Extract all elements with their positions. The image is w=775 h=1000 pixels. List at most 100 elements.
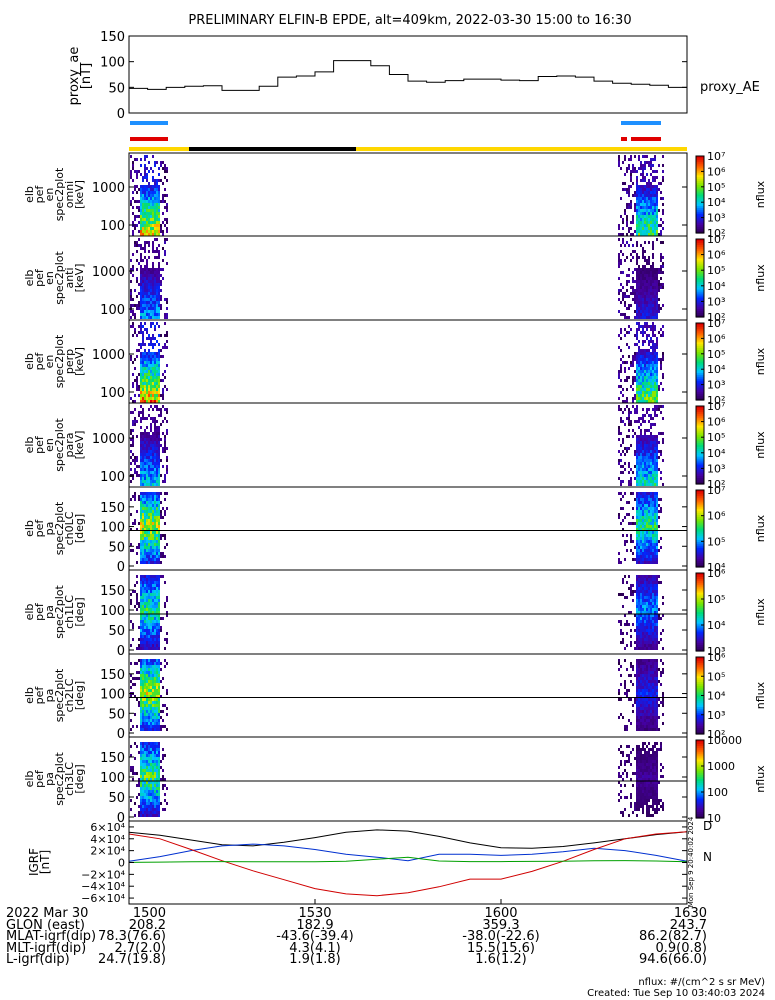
spectrogram-cell: [644, 474, 646, 477]
spectrogram-cell: [138, 411, 140, 414]
colorbar-cell: [696, 602, 704, 605]
spectrogram-cell: [130, 644, 132, 647]
colorbar-cell: [696, 559, 704, 562]
spectrogram-cell: [144, 373, 146, 376]
spectrogram-cell: [136, 593, 138, 596]
spectrogram-cell: [142, 802, 144, 805]
spectrogram-cell: [650, 400, 652, 403]
spectrogram-cell: [648, 203, 650, 206]
spectrogram-cell: [640, 438, 642, 441]
spectrogram-cell: [622, 420, 624, 423]
spectrogram-cell: [144, 453, 146, 456]
spectrogram-cell: [142, 209, 144, 212]
spectrogram-cell: [156, 552, 158, 555]
colorbar-cell: [696, 637, 704, 640]
spectrogram-cell: [164, 581, 166, 584]
spectrogram-cell: [158, 763, 160, 766]
spectrogram-cell: [144, 361, 146, 364]
spectrogram-cell: [626, 450, 628, 453]
spectrogram-cell: [140, 620, 142, 623]
spectrogram-cell: [662, 179, 664, 182]
spectrogram-cell: [142, 769, 144, 772]
spectrogram-cell: [618, 227, 620, 230]
spectrogram-cell: [624, 408, 626, 411]
spectrogram-cell: [140, 632, 142, 635]
spectrogram-cell: [134, 462, 136, 465]
spectrogram-cell: [634, 397, 636, 400]
spectrogram-cell: [162, 450, 164, 453]
spectrogram-cell: [636, 674, 638, 677]
spectrogram-cell: [646, 206, 648, 209]
colorbar-cell: [696, 161, 704, 165]
spectrogram-cell: [630, 292, 632, 295]
spectrogram-cell: [158, 414, 160, 417]
spectrogram-cell: [158, 265, 160, 268]
spectrogram-cell: [152, 188, 154, 191]
spectrogram-cell: [654, 474, 656, 477]
spectrogram-cell: [158, 179, 160, 182]
spectrogram-cell: [640, 295, 642, 298]
colorbar-cell: [696, 608, 704, 611]
spectrogram-cell: [144, 358, 146, 361]
colorbar-cell: [696, 441, 704, 444]
spectrogram-cell: [156, 790, 158, 793]
spectrogram-cell: [636, 391, 638, 394]
spectrogram-cell: [146, 471, 148, 474]
spectrogram-cell: [636, 793, 638, 796]
spectrogram-cell: [658, 209, 660, 212]
spectrogram-cell: [636, 647, 638, 650]
spectrogram-cell: [136, 796, 138, 799]
spectrogram-cell: [144, 587, 146, 590]
spectrogram-cell: [622, 495, 624, 498]
spectrogram-cell: [644, 197, 646, 200]
spectrogram-cell: [144, 194, 146, 197]
spectrogram-cell: [638, 519, 640, 522]
colorbar-cell: [696, 392, 704, 395]
spectrogram-cell: [146, 769, 148, 772]
spectrogram-cell: [640, 638, 642, 641]
spectrogram-cell: [140, 277, 142, 280]
spectrogram-cell: [148, 754, 150, 757]
spectrogram-cell: [628, 307, 630, 310]
spectrogram-cell: [660, 364, 662, 367]
spectrogram-cell: [628, 367, 630, 370]
spectrogram-cell: [636, 728, 638, 731]
spectrogram-cell: [152, 716, 154, 719]
spectrogram-cell: [148, 599, 150, 602]
spectrogram-cell: [164, 665, 166, 668]
spectrogram-cell: [650, 546, 652, 549]
spectrogram-cell: [144, 215, 146, 218]
spectrogram-cell: [656, 704, 658, 707]
spectrogram-cell: [148, 435, 150, 438]
colorbar-cell: [696, 324, 704, 328]
spectrogram-cell: [648, 647, 650, 650]
spectrogram-cell: [148, 796, 150, 799]
spectrogram-cell: [146, 698, 148, 701]
colorbar-cell: [696, 565, 704, 568]
spectrogram-cell: [636, 522, 638, 525]
spectrogram-cell: [636, 253, 638, 256]
spectrogram-cell: [628, 719, 630, 722]
spectrogram-cell: [144, 537, 146, 540]
colorbar-cell: [696, 720, 704, 724]
spectrogram-cell: [624, 212, 626, 215]
spectrogram-cell: [156, 766, 158, 769]
spectrogram-cell: [154, 581, 156, 584]
spectrogram-cell: [154, 504, 156, 507]
spectrogram-cell: [648, 495, 650, 498]
spectrogram-cell: [152, 203, 154, 206]
spectrogram-cell: [140, 641, 142, 644]
spectrogram-cell: [636, 230, 638, 233]
spectrogram-cell: [636, 659, 638, 662]
spectrogram-cell: [638, 277, 640, 280]
spectrogram-cell: [638, 373, 640, 376]
spectrogram-cell: [652, 641, 654, 644]
spectrogram-cell: [156, 796, 158, 799]
spectrogram-cell: [150, 194, 152, 197]
spectrogram-cell: [146, 230, 148, 233]
spectrogram-cell: [642, 191, 644, 194]
spectrogram-cell: [642, 722, 644, 725]
spectrogram-cell: [648, 528, 650, 531]
spectrogram-cell: [156, 224, 158, 227]
spectrogram-cell: [136, 158, 138, 161]
